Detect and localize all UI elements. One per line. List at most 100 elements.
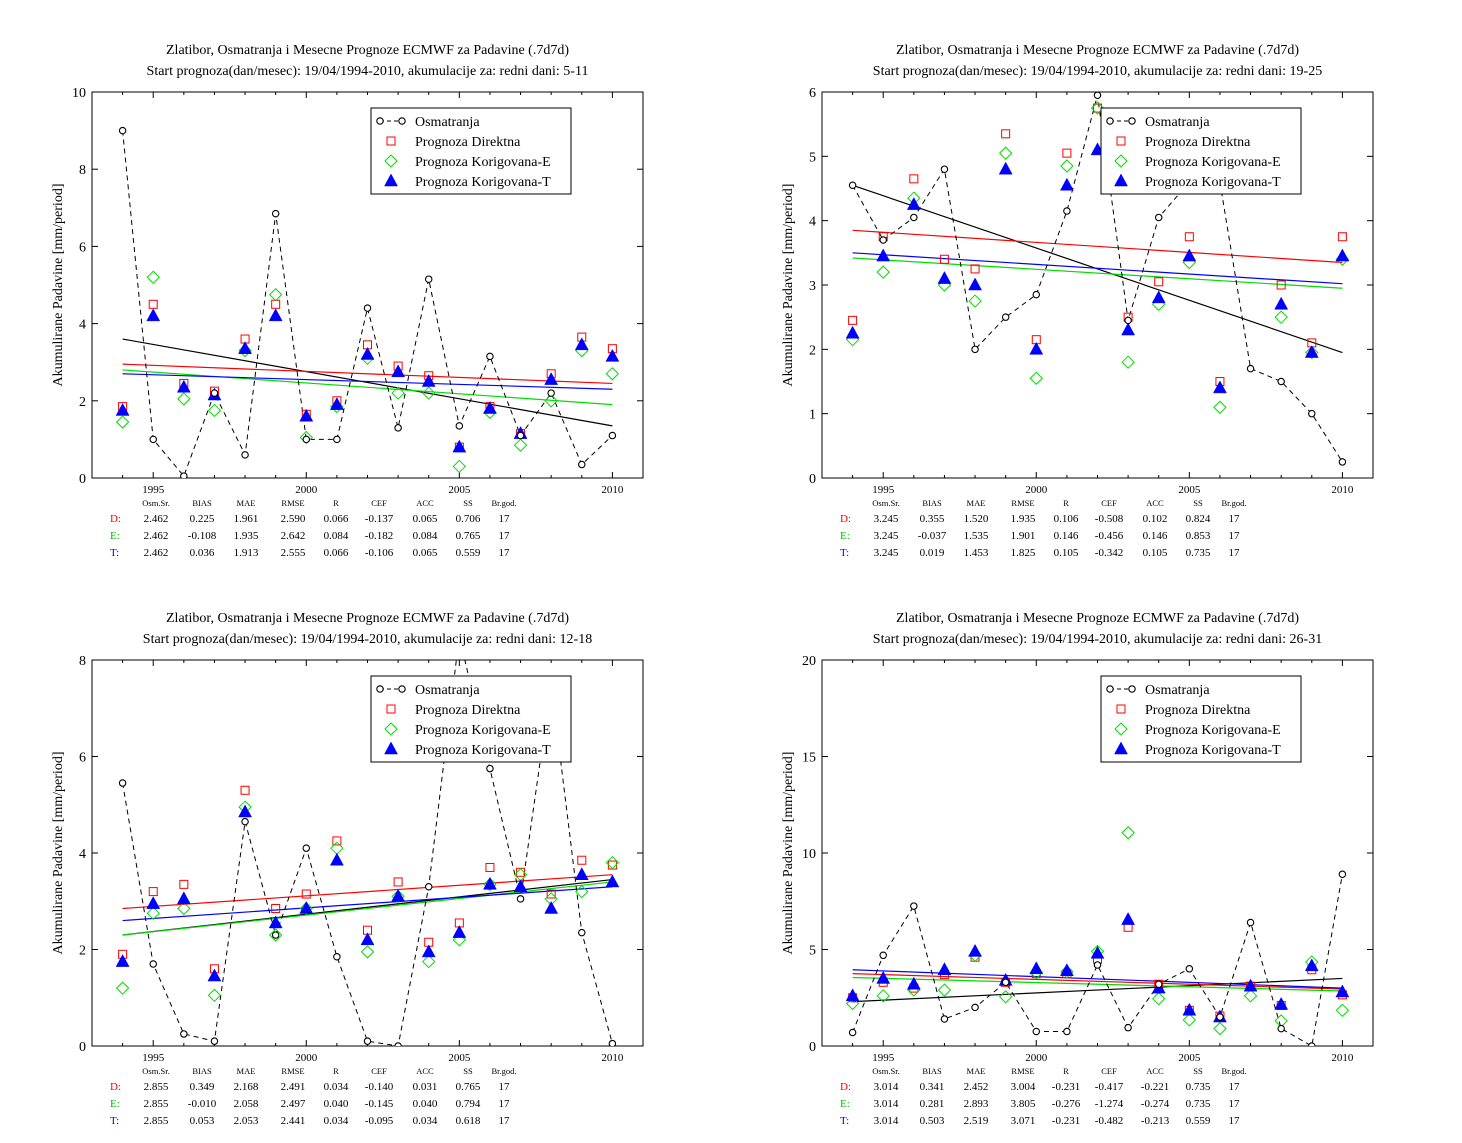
legend-label: Prognoza Korigovana-T — [1145, 743, 1281, 758]
point-square — [240, 785, 250, 795]
stats-header-cell: CEF — [1101, 1066, 1117, 1076]
stats-header-cell: RMSE — [1011, 498, 1034, 508]
point-triangle — [176, 891, 191, 905]
observation-line — [122, 660, 613, 1046]
stats-cell: 0.065 — [413, 513, 438, 525]
stats-cell: -1.274 — [1095, 1098, 1124, 1110]
stats-cell: -0.417 — [1095, 1081, 1124, 1093]
legend-label: Osmatranja — [1145, 683, 1210, 698]
point-triangle — [1335, 248, 1350, 262]
point-square — [271, 903, 281, 913]
point-obs — [180, 472, 188, 478]
stats-header-cell: Osm.Sr. — [872, 498, 899, 508]
stats-cell: 1.901 — [1011, 530, 1036, 542]
stats-header-cell: RMSE — [281, 498, 304, 508]
stats-header-cell: R — [333, 498, 339, 508]
stats-header-cell: ACC — [1146, 1066, 1164, 1076]
point-obs — [1154, 213, 1163, 222]
point-obs — [210, 1037, 219, 1045]
stats-cell: -0.213 — [1141, 1115, 1170, 1127]
stats-cell: -0.140 — [365, 1081, 394, 1093]
stats-cell: -0.508 — [1095, 513, 1124, 525]
point-obs — [486, 764, 494, 773]
point-obs — [1032, 1027, 1041, 1036]
x-tick-label: 2010 — [1331, 484, 1354, 496]
trend-line-2 — [122, 363, 613, 385]
stats-cell: 2.452 — [964, 1081, 989, 1093]
point-obs — [1338, 458, 1347, 466]
stats-cell: 0.824 — [1186, 513, 1211, 525]
point-obs — [848, 1028, 857, 1037]
stats-row-label: E: — [110, 530, 120, 542]
point-triangle — [513, 879, 528, 893]
point-triangle — [452, 439, 467, 453]
stats-cell: 0.105 — [1143, 547, 1168, 559]
x-tick-label: 2000 — [1025, 1052, 1048, 1064]
stats-cell: -0.231 — [1052, 1115, 1080, 1127]
y-tick-label: 6 — [79, 240, 86, 255]
point-triangle — [906, 976, 921, 990]
x-tick-label: 1995 — [142, 484, 165, 496]
point-obs — [940, 165, 949, 173]
point-obs — [1032, 290, 1041, 299]
legend-marker-triangle — [1114, 741, 1128, 755]
stats-row-label: T: — [110, 1115, 119, 1127]
stats-cell: 0.106 — [1054, 513, 1079, 525]
point-diamond — [605, 367, 620, 381]
stats-header-cell: Br.god. — [491, 1066, 516, 1076]
stats-row-label: D: — [110, 1081, 121, 1093]
legend-label: Osmatranja — [415, 683, 480, 698]
stats-header-cell: MAE — [237, 1066, 256, 1076]
point-diamond — [1213, 400, 1227, 414]
y-tick-label: 10 — [72, 86, 86, 101]
legend-marker-obs — [398, 685, 406, 693]
point-triangle — [845, 325, 860, 339]
point-diamond — [483, 877, 497, 892]
stats-cell: 3.004 — [1011, 1081, 1036, 1093]
stats-cell: 1.913 — [234, 547, 259, 559]
x-tick-label: 1995 — [872, 1052, 895, 1064]
y-tick-label: 0 — [79, 472, 86, 487]
point-obs — [333, 952, 341, 961]
stats-cell: 1.935 — [1011, 513, 1036, 525]
stats-cell: -0.456 — [1095, 530, 1124, 542]
legend-label: Prognoza Direktna — [415, 703, 521, 718]
stats-header-cell: MAE — [237, 498, 256, 508]
stats-cell: 3.071 — [1011, 1115, 1036, 1127]
point-diamond — [207, 988, 222, 1003]
point-diamond — [207, 403, 222, 418]
point-triangle — [207, 968, 222, 982]
point-obs — [578, 460, 586, 469]
stats-cell: -0.108 — [188, 530, 217, 542]
point-diamond — [998, 990, 1013, 1004]
trend-line-2 — [122, 874, 613, 910]
trend-line-3 — [852, 257, 1343, 289]
stats-row-label: E: — [840, 1098, 850, 1110]
point-triangle — [421, 373, 436, 387]
stats-cell: 0.503 — [920, 1115, 945, 1127]
point-diamond — [115, 415, 130, 429]
point-diamond — [605, 855, 620, 870]
legend-marker-triangle — [384, 741, 398, 755]
stats-header-cell: MAE — [967, 1066, 986, 1076]
point-square — [1062, 148, 1072, 158]
point-obs — [971, 1003, 979, 1012]
stats-cell: 0.349 — [190, 1081, 215, 1093]
point-obs — [302, 844, 311, 852]
stats-cell: 0.066 — [324, 547, 349, 559]
stats-header-cell: CEF — [371, 1066, 387, 1076]
point-diamond — [876, 989, 890, 1003]
stats-cell: 0.146 — [1143, 530, 1168, 542]
point-diamond — [1335, 1003, 1350, 1018]
point-obs — [118, 126, 127, 135]
point-triangle — [268, 915, 283, 929]
point-diamond — [268, 287, 283, 302]
stats-cell: 17 — [1229, 547, 1241, 559]
stats-cell: 17 — [499, 513, 511, 525]
point-obs — [118, 779, 127, 787]
stats-cell: 0.034 — [324, 1081, 349, 1093]
point-obs — [1124, 316, 1132, 325]
stats-cell: 0.105 — [1054, 547, 1079, 559]
point-diamond — [1029, 371, 1043, 385]
stats-cell: 0.084 — [324, 530, 349, 542]
